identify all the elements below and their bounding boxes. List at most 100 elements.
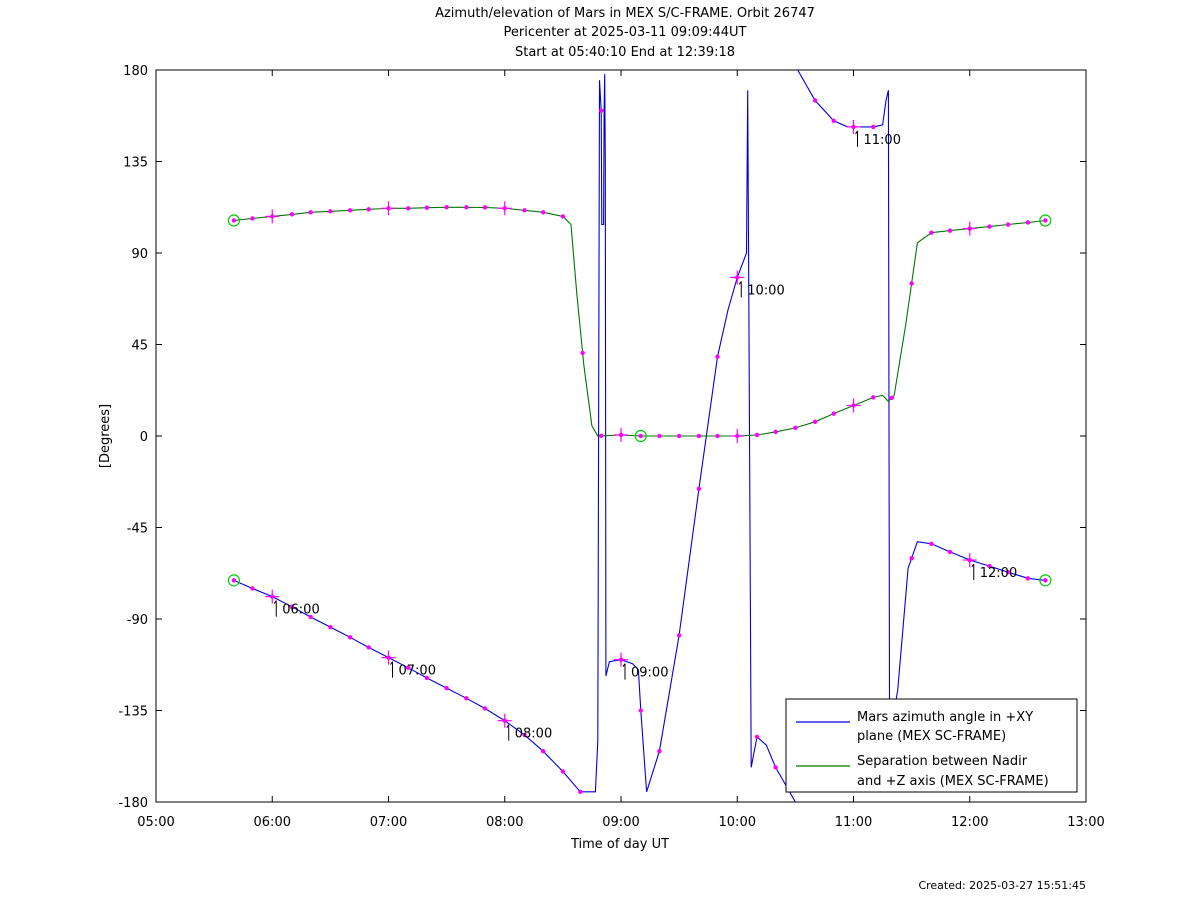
- azimuth-marker: [560, 769, 566, 774]
- x-tick-label: 11:00: [835, 815, 872, 830]
- azimuth-series-line: [797, 69, 1046, 713]
- legend-azimuth-line1: Mars azimuth angle in +XY: [857, 710, 1033, 725]
- x-tick-label: 07:00: [370, 815, 407, 830]
- x-axis-ticks: 05:00 06:00 07:00 08:00 09:00 10:00 11:00 12:00…: [137, 70, 1105, 830]
- separation-marker: [599, 433, 604, 439]
- azimuth-marker: [599, 108, 604, 113]
- separation-series-line: [233, 206, 1046, 437]
- azimuth-hour-cross: [265, 589, 280, 604]
- time-annotation-label: 12:00: [980, 566, 1017, 581]
- y-axis-label: [Degrees]: [98, 404, 113, 468]
- azimuth-marker: [522, 732, 527, 738]
- x-tick-label: 13:00: [1067, 815, 1104, 830]
- time-annotation-label: 09:00: [631, 666, 668, 681]
- chart-title-line3: Start at 05:40:10 End at 12:39:18: [515, 45, 735, 60]
- time-annotation-arrowhead: [390, 661, 393, 665]
- azimuth-marker: [871, 124, 876, 130]
- azimuth-marker: [444, 685, 449, 691]
- azimuth-marker: [424, 675, 430, 681]
- azimuth-marker: [831, 118, 836, 124]
- time-annotation-arrowhead: [855, 130, 858, 135]
- azimuth-hour-cross: [497, 713, 512, 728]
- separation-marker: [812, 419, 818, 424]
- separation-hour-cross: [381, 201, 396, 216]
- separation-marker: [250, 216, 255, 221]
- x-tick-label: 05:00: [137, 815, 174, 830]
- legend-separation-line1: Separation between Nadir: [857, 754, 1028, 769]
- separation-marker: [580, 350, 585, 356]
- azimuth-marker: [947, 549, 953, 555]
- separation-marker: [1043, 218, 1048, 223]
- separation-hour-cross: [614, 427, 628, 442]
- x-tick-label: 09:00: [602, 815, 639, 830]
- time-annotation-label: 10:00: [747, 283, 784, 298]
- start-end-circle: [634, 429, 647, 443]
- azimuth-marker: [482, 706, 488, 711]
- azimuth-hour-cross: [962, 553, 977, 568]
- time-annotation-label: 11:00: [864, 133, 901, 148]
- azimuth-marker: [929, 541, 934, 546]
- separation-marker: [231, 218, 237, 223]
- y-axis-ticks: 180 135 90 45 0 -45 -90 -135 -180: [118, 64, 1086, 811]
- chart-title-line1: Azimuth/elevation of Mars in MEX S/C-FRA…: [435, 6, 815, 21]
- separation-marker: [1025, 220, 1031, 225]
- start-end-circle: [227, 214, 240, 227]
- y-tick-label: -180: [118, 796, 148, 811]
- x-tick-label: 12:00: [951, 815, 988, 830]
- azimuth-marker: [289, 604, 295, 609]
- azimuth-marker: [1025, 576, 1031, 581]
- azimuth-hour-cross: [614, 652, 628, 667]
- azimuth-marker: [638, 708, 643, 713]
- separation-marker: [308, 210, 313, 215]
- separation-marker: [676, 433, 682, 439]
- series-layer: [227, 69, 1052, 803]
- y-tick-label: -135: [118, 705, 148, 720]
- separation-marker: [1005, 222, 1011, 227]
- separation-hour-cross: [962, 221, 977, 236]
- separation-marker: [522, 208, 527, 213]
- time-annotation-arrowhead: [506, 724, 510, 728]
- azimuth-marker: [696, 486, 702, 492]
- separation-marker: [947, 228, 953, 233]
- start-end-circle: [227, 574, 240, 587]
- separation-marker: [289, 212, 295, 217]
- azimuth-hour-cross: [846, 119, 861, 134]
- azimuth-marker: [1005, 570, 1011, 575]
- y-tick-label: -45: [127, 522, 148, 537]
- azimuth-hour-cross: [730, 270, 745, 285]
- azimuth-series-line: [233, 74, 796, 803]
- start-end-circle: [1039, 574, 1052, 587]
- azimuth-marker: [657, 748, 662, 754]
- azimuth-marker: [347, 635, 353, 640]
- separation-marker: [929, 230, 934, 235]
- y-tick-label: 0: [140, 430, 148, 445]
- separation-marker: [638, 433, 643, 439]
- separation-marker: [482, 205, 488, 210]
- separation-marker: [793, 425, 798, 431]
- azimuth-marker: [754, 734, 760, 740]
- azimuth-marker: [676, 633, 682, 638]
- separation-hour-cross: [730, 429, 745, 443]
- legend-box: [785, 698, 1078, 793]
- legend-separation-line2: and +Z axis (MEX SC-FRAME): [857, 774, 1049, 789]
- azimuth-marker: [366, 645, 371, 650]
- legend-azimuth-line2: plane (MEX SC-FRAME): [857, 729, 1006, 744]
- azimuth-marker: [540, 748, 546, 754]
- azimuth-marker: [578, 789, 583, 795]
- separation-marker: [424, 205, 430, 210]
- separation-marker: [406, 206, 411, 211]
- separation-marker: [773, 429, 778, 435]
- azimuth-marker: [1043, 578, 1048, 583]
- azimuth-marker: [328, 624, 333, 630]
- time-annotation-arrowhead: [738, 281, 742, 285]
- separation-marker: [909, 281, 914, 286]
- azimuth-marker: [231, 578, 237, 583]
- time-annotation-arrowhead: [622, 663, 626, 667]
- separation-marker: [696, 433, 702, 439]
- y-tick-label: 135: [123, 156, 148, 171]
- azimuth-marker: [464, 696, 469, 701]
- azimuth-marker: [406, 665, 411, 670]
- azimuth-hour-cross: [381, 650, 396, 665]
- legend: Mars azimuth angle in +XY plane (MEX SC-…: [785, 698, 1078, 793]
